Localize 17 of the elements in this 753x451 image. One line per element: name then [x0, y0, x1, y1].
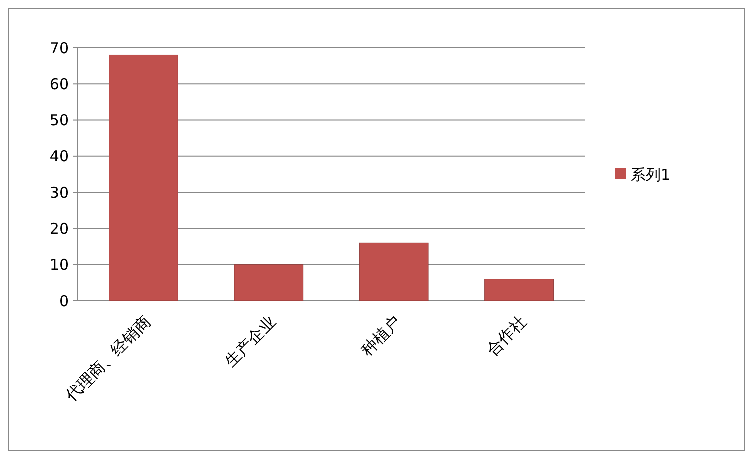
bar: [359, 242, 429, 302]
y-tick-label: 0: [59, 292, 69, 310]
y-tick-label: 70: [50, 39, 69, 58]
y-tick-label: 20: [50, 220, 69, 238]
x-tick-label: 种植户: [357, 312, 405, 360]
x-tick-label: 生产企业: [220, 312, 280, 372]
legend-label: 系列1: [631, 166, 671, 184]
y-tick-label: 30: [50, 184, 69, 202]
bar: [484, 279, 554, 302]
y-tick-label: 50: [50, 112, 69, 130]
x-tick-label: 代理商、经销商: [61, 312, 154, 406]
y-tick-label: 10: [50, 256, 69, 274]
bar: [109, 54, 178, 302]
bar: [234, 264, 304, 302]
y-tick-label: 40: [50, 148, 69, 166]
x-tick-label: 合作社: [482, 312, 530, 360]
y-tick-label: 60: [50, 75, 69, 94]
